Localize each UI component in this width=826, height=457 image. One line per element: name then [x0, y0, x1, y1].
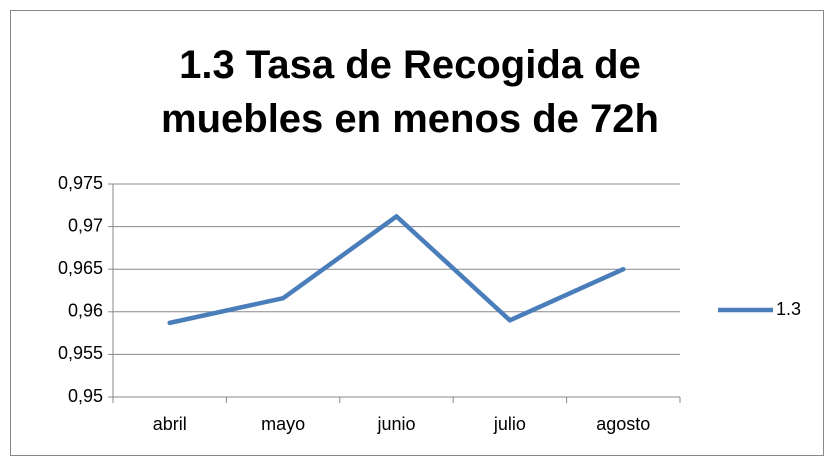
y-tick-label: 0,96: [68, 301, 103, 321]
x-tick-label: agosto: [596, 414, 650, 434]
y-tick-label: 0,955: [58, 343, 103, 363]
y-tick-label: 0,975: [58, 173, 103, 193]
chart-border: [10, 10, 824, 456]
x-tick-label: julio: [493, 414, 526, 434]
legend-label: 1.3: [776, 299, 801, 319]
chart-title: 1.3 Tasa de Recogida de muebles en menos…: [161, 43, 659, 141]
data-line: [167, 214, 626, 326]
y-tick-label: 0,97: [68, 215, 103, 235]
x-tick-label: mayo: [261, 414, 305, 434]
x-tick-label: abril: [153, 414, 187, 434]
y-tick-label: 0,95: [68, 386, 103, 406]
y-tick-label: 0,965: [58, 258, 103, 278]
x-tick-label: junio: [376, 414, 415, 434]
